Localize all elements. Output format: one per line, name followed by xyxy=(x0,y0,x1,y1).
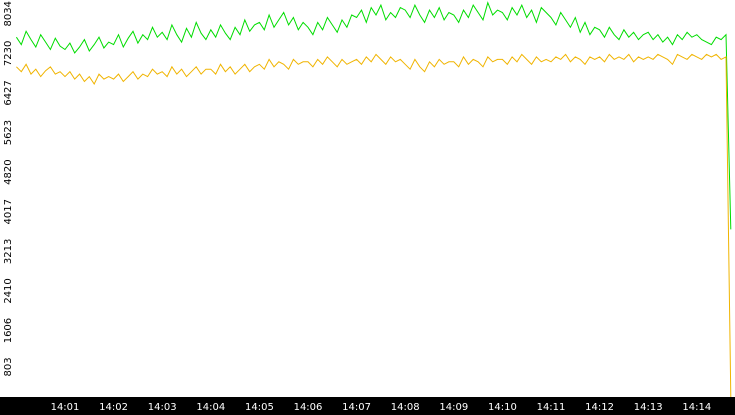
x-tick-label: 14:02 xyxy=(99,402,128,413)
x-tick-label: 14:09 xyxy=(439,402,468,413)
x-tick-label: 14:03 xyxy=(148,402,177,413)
series-line xyxy=(15,1,732,230)
x-tick-label: 14:06 xyxy=(294,402,323,413)
x-tick-label: 14:11 xyxy=(537,402,566,413)
x-axis-band xyxy=(0,397,735,415)
y-tick-label: 803 xyxy=(3,357,14,376)
y-tick-label: 7230 xyxy=(3,41,14,66)
x-tick-label: 14:05 xyxy=(245,402,274,413)
y-tick-label: 4017 xyxy=(3,199,14,224)
x-tick-label: 14:10 xyxy=(488,402,517,413)
y-tick-label: 6427 xyxy=(3,80,14,105)
x-tick-label: 14:08 xyxy=(391,402,420,413)
y-tick-label: 1606 xyxy=(3,318,14,343)
x-tick-label: 14:04 xyxy=(196,402,225,413)
y-tick-label: 4820 xyxy=(3,159,14,184)
y-tick-label: 5623 xyxy=(3,120,14,145)
y-tick-label: 3213 xyxy=(3,239,14,264)
y-tick-label: 2410 xyxy=(3,278,14,303)
x-tick-label: 14:01 xyxy=(51,402,80,413)
x-tick-label: 14:12 xyxy=(585,402,614,413)
y-tick-label: 8034 xyxy=(3,1,14,26)
x-tick-label: 14:07 xyxy=(342,402,371,413)
x-tick-label: 14:13 xyxy=(634,402,663,413)
y-tick-label: 0 xyxy=(3,397,14,403)
x-tick-label: 14:14 xyxy=(682,402,711,413)
series-line xyxy=(16,53,732,398)
